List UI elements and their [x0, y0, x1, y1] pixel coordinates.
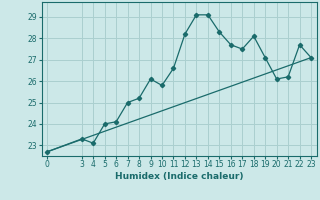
X-axis label: Humidex (Indice chaleur): Humidex (Indice chaleur) — [115, 172, 244, 181]
